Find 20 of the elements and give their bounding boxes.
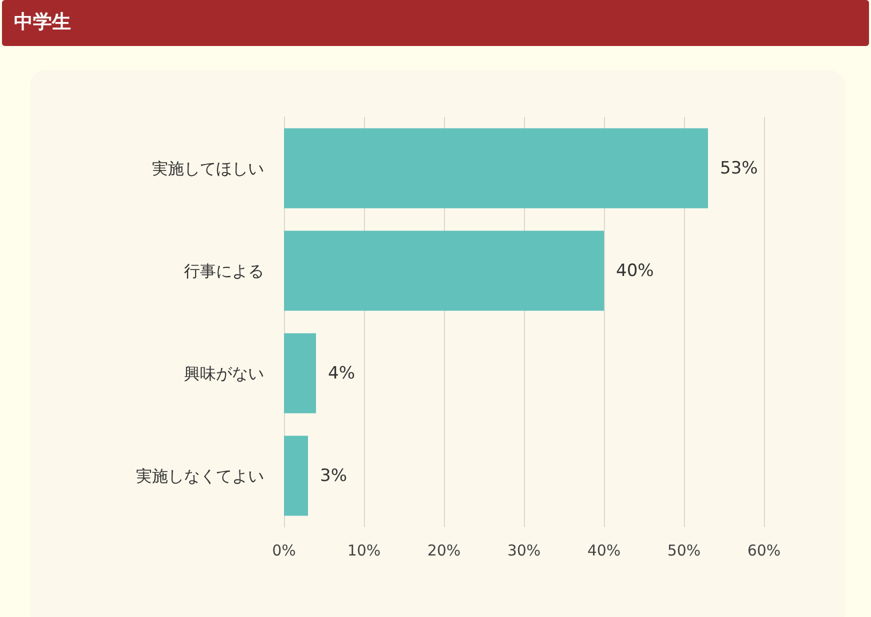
data-label: 3%: [320, 466, 347, 486]
data-label: 4%: [328, 363, 355, 384]
x-tick-label: 20%: [427, 542, 461, 560]
bar: [284, 128, 708, 208]
x-tick-label: 30%: [507, 542, 541, 560]
y-tick-label: 興味がない: [184, 364, 264, 383]
data-label: 53%: [720, 158, 758, 178]
y-tick-label: 実施しなくてよい: [136, 466, 264, 486]
data-label: 40%: [616, 260, 654, 281]
bar: [284, 333, 316, 414]
x-tick-label: 50%: [667, 542, 701, 560]
bar: [284, 230, 604, 311]
x-tick-label: 40%: [587, 542, 621, 560]
x-tick-label: 10%: [347, 542, 381, 560]
text: 中学生: [2, 0, 869, 46]
y-tick-label: 実施してほしい: [152, 158, 264, 178]
x-tick-label: 60%: [747, 542, 781, 560]
bar: [284, 436, 308, 516]
y-tick-label: 行事による: [184, 261, 264, 280]
x-tick-label: 0%: [272, 542, 296, 560]
